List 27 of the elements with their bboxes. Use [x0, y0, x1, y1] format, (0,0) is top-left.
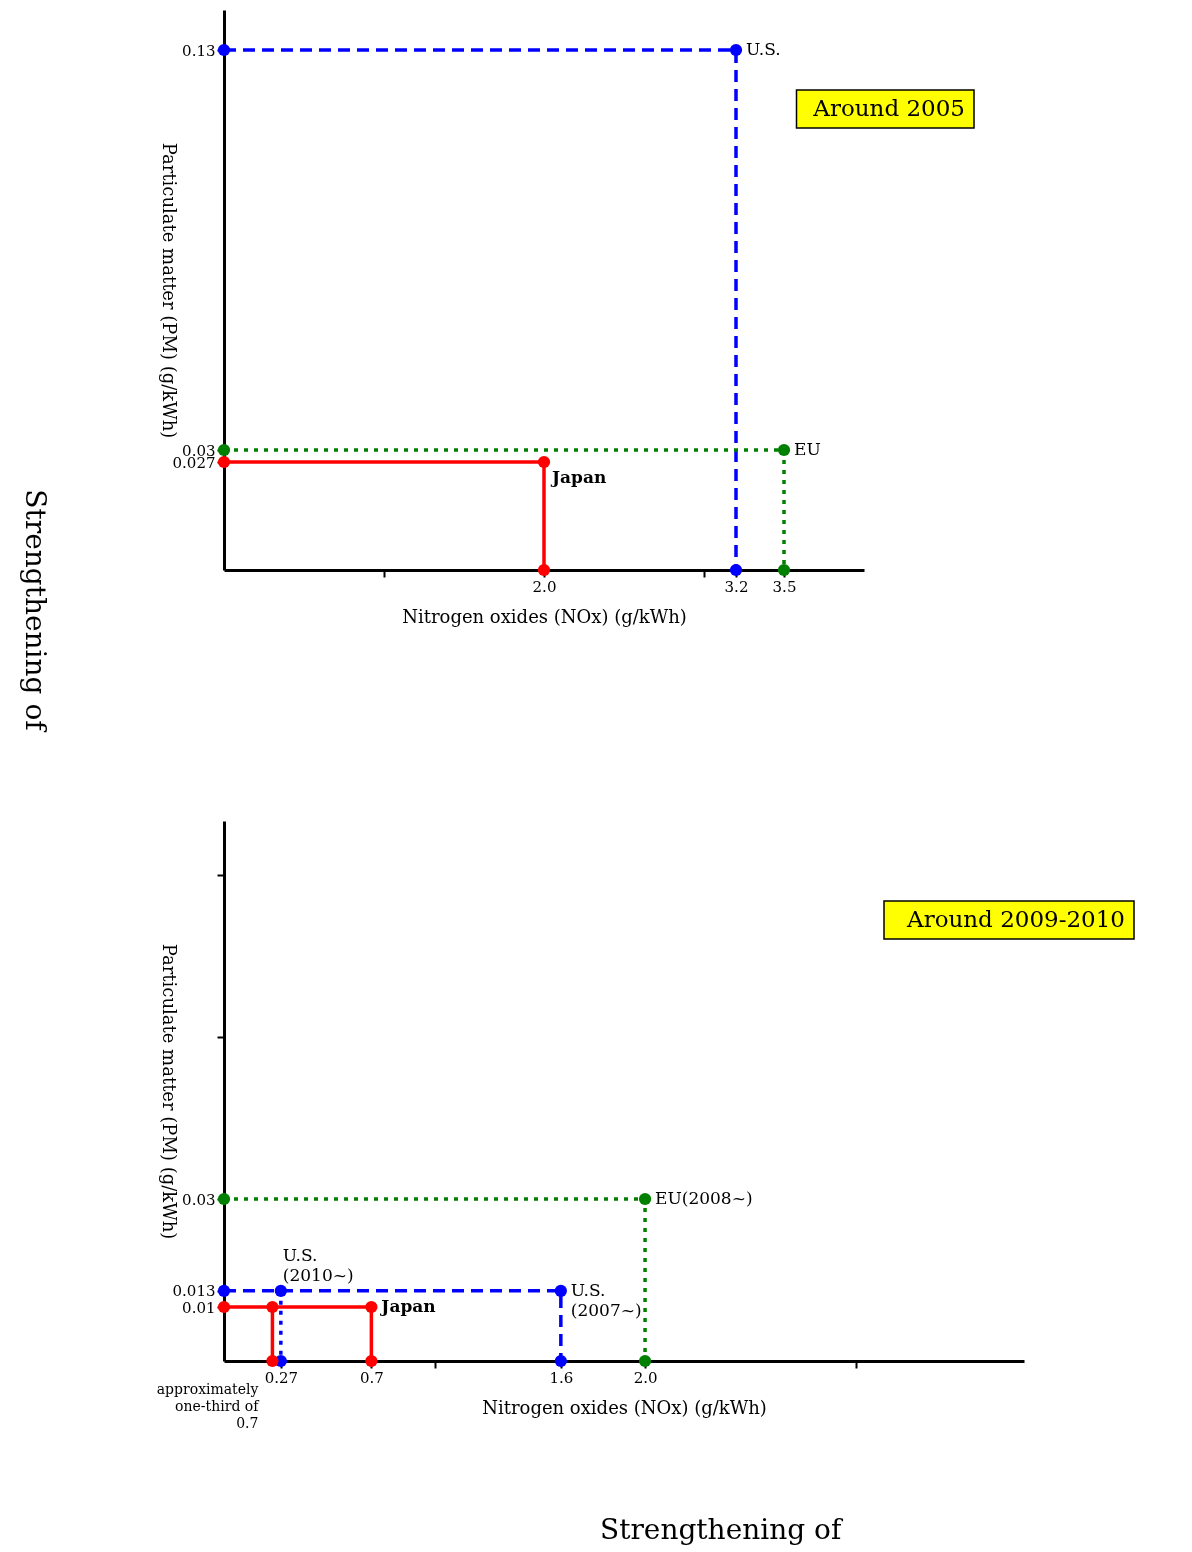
x-tick-label: 0.7: [359, 1368, 384, 1387]
annotation: approximately one-third of 0.7: [156, 1381, 261, 1431]
x-tick-label: 1.6: [549, 1368, 574, 1387]
x-tick-label: 3.2: [724, 577, 749, 596]
text: Around 2009-2010: [906, 906, 1125, 932]
x-tick-label: 0.27: [264, 1368, 299, 1387]
series-label: U.S. (2010~): [282, 1244, 354, 1285]
x-axis-title: Nitrogen oxides (NOx) (g/kWh): [402, 605, 687, 627]
y-tick-label: 0.01: [182, 1298, 216, 1317]
text: Strengthening of: [19, 489, 52, 734]
text: Strengthening of: [600, 1513, 844, 1546]
y-tick-label: 0.013: [172, 1282, 216, 1301]
text: Around 2005: [812, 95, 965, 121]
y-axis-title: Particulate matter (PM) (g/kWh): [158, 142, 180, 439]
series-label: U.S. (2007~): [570, 1279, 642, 1320]
x-tick-label: 3.5: [772, 577, 797, 596]
x-tick-label: 2.0: [532, 577, 557, 596]
y-tick-label: 0.13: [182, 41, 216, 60]
series-label: Japan: [379, 1296, 436, 1316]
y-axis-title: Particulate matter (PM) (g/kWh): [158, 943, 180, 1240]
series-label: U.S.: [746, 39, 781, 59]
series-label: Japan: [550, 467, 607, 487]
series-label: EU: [794, 439, 821, 459]
x-tick-label: 2.0: [633, 1368, 658, 1387]
series-label: EU(2008~): [655, 1188, 753, 1208]
x-axis-title: Nitrogen oxides (NOx) (g/kWh): [482, 1396, 767, 1418]
y-tick-label: 0.03: [182, 1190, 216, 1209]
